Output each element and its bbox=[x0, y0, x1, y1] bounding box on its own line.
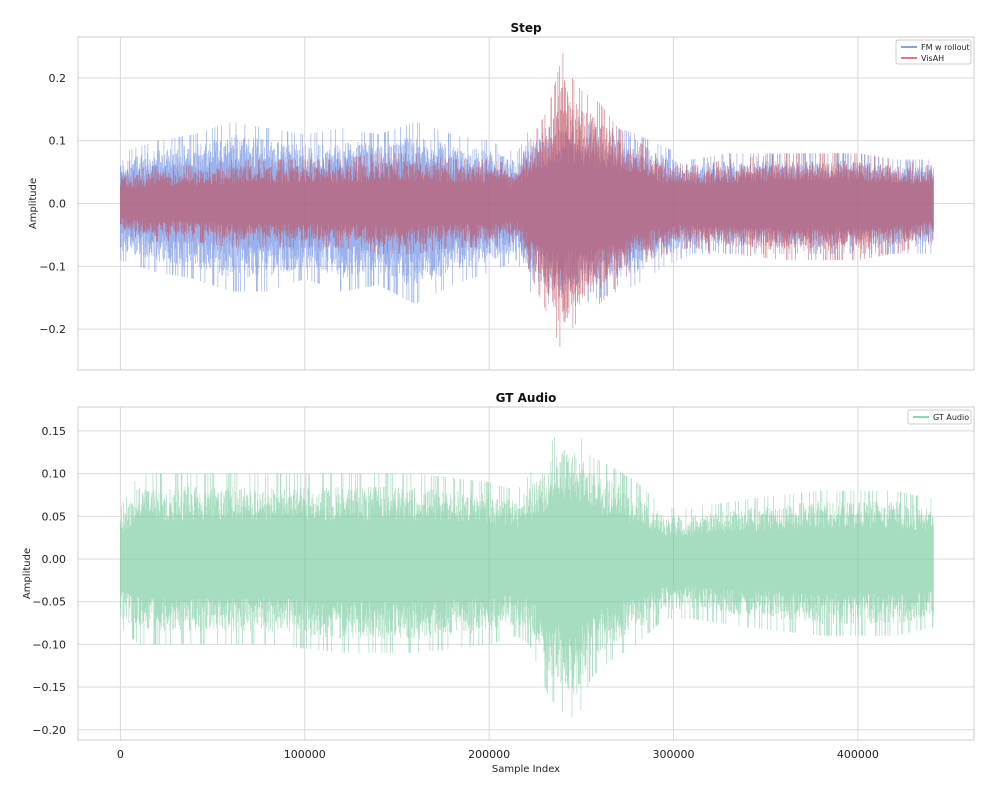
step-y-tick-label: −0.2 bbox=[39, 323, 66, 336]
step-y-axis-label: Amplitude bbox=[28, 178, 39, 229]
x-tick-label: 200000 bbox=[468, 748, 510, 761]
gt-audio-y-tick-label: −0.05 bbox=[32, 596, 66, 609]
x-tick-label: 400000 bbox=[837, 748, 879, 761]
gt-audio-legend-box bbox=[907, 409, 972, 425]
legend-label-gt-audio: GT Audio bbox=[933, 413, 969, 422]
step-plot-frame bbox=[77, 36, 975, 371]
gt-audio-y-tick-label: −0.20 bbox=[32, 724, 66, 737]
step-y-tick-label: 0.2 bbox=[49, 72, 67, 85]
x-tick-label: 300000 bbox=[652, 748, 694, 761]
gt-audio-y-tick-label: 0.15 bbox=[42, 425, 67, 438]
step-y-tick-label: −0.1 bbox=[39, 260, 66, 273]
gt-audio-title: GT Audio bbox=[496, 391, 557, 405]
gt-audio-y-ticks: −0.20 −0.15 −0.10 −0.05 0.00 0.05 0.10 0.15 bbox=[32, 425, 66, 737]
step-legend: FM w rollout VisAH bbox=[895, 39, 972, 65]
step-y-ticks: −0.2 −0.1 0.0 0.1 0.2 bbox=[39, 72, 66, 336]
gt-audio-plot-frame bbox=[77, 406, 975, 741]
x-ticks: 0 100000 200000 300000 400000 bbox=[117, 748, 879, 761]
x-tick-label: 0 bbox=[117, 748, 124, 761]
legend-label-fm-w-rollout: FM w rollout bbox=[921, 43, 970, 52]
step-y-tick-label: 0.1 bbox=[49, 135, 67, 148]
step-series bbox=[120, 52, 934, 347]
gt-audio-y-tick-label: −0.10 bbox=[32, 638, 66, 651]
step-y-tick-label: 0.0 bbox=[49, 198, 67, 211]
series-gt-audio bbox=[120, 437, 934, 718]
step-panel: Step −0.2 −0.1 0.0 0.1 0.2 Amplitude FM w ro… bbox=[28, 21, 975, 371]
gt-audio-legend: GT Audio bbox=[907, 409, 972, 425]
gt-audio-y-tick-label: 0.00 bbox=[42, 553, 67, 566]
gt-audio-y-tick-label: −0.15 bbox=[32, 681, 66, 694]
step-title: Step bbox=[510, 21, 542, 35]
gt-audio-series bbox=[120, 437, 934, 718]
gt-audio-panel: GT Audio −0.20 −0.15 −0.10 −0.05 0.00 0.05 0.1… bbox=[22, 391, 975, 775]
gt-audio-y-tick-label: 0.10 bbox=[42, 468, 67, 481]
gt-audio-y-axis-label: Amplitude bbox=[22, 548, 33, 599]
gt-audio-y-tick-label: 0.05 bbox=[42, 510, 67, 523]
legend-label-visah: VisAH bbox=[921, 54, 944, 63]
x-axis-label: Sample Index bbox=[492, 764, 560, 775]
x-tick-label: 100000 bbox=[284, 748, 326, 761]
series-visah bbox=[120, 52, 934, 347]
